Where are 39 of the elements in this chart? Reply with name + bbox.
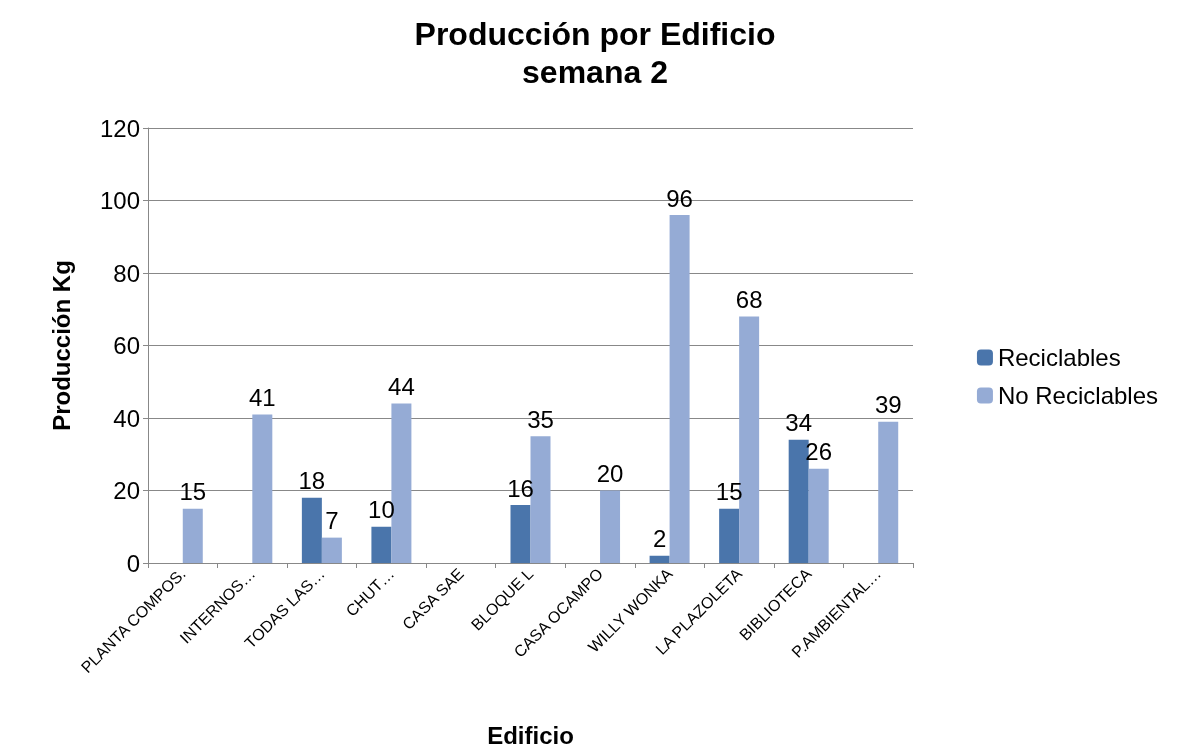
bar bbox=[371, 526, 392, 563]
y-axis-title: Producción Kg bbox=[47, 260, 75, 431]
bar bbox=[808, 468, 829, 563]
data-label: 10 bbox=[368, 496, 395, 524]
data-label: 34 bbox=[785, 409, 813, 437]
y-tick-label: 40 bbox=[113, 404, 140, 432]
data-label: 41 bbox=[248, 383, 276, 411]
bar bbox=[719, 508, 740, 563]
bar bbox=[510, 505, 531, 563]
bar bbox=[301, 497, 322, 563]
legend-label: Reciclables bbox=[997, 344, 1121, 371]
bar bbox=[649, 555, 670, 563]
chart-title: Producción por Edificio semana 2 bbox=[414, 16, 776, 90]
data-label: 35 bbox=[527, 405, 554, 433]
bar bbox=[182, 508, 203, 563]
data-label: 7 bbox=[325, 507, 339, 535]
data-label: 18 bbox=[298, 467, 326, 495]
y-tick-label: 80 bbox=[113, 259, 140, 287]
legend-label: No Reciclables bbox=[997, 382, 1159, 409]
y-tick-label: 0 bbox=[126, 549, 140, 577]
data-label: 96 bbox=[666, 184, 693, 212]
y-tick-label: 120 bbox=[99, 114, 140, 142]
y-tick-label: 20 bbox=[113, 477, 140, 504]
data-label: 20 bbox=[596, 460, 624, 487]
bar bbox=[878, 421, 899, 563]
data-label: 2 bbox=[652, 525, 667, 553]
y-tick-label: 60 bbox=[113, 332, 140, 359]
data-label: 39 bbox=[874, 391, 902, 419]
data-label: 15 bbox=[715, 478, 743, 506]
bar bbox=[321, 537, 342, 563]
data-label: 15 bbox=[179, 478, 207, 506]
x-axis-title: Edificio bbox=[487, 721, 574, 749]
y-tick-label: 100 bbox=[99, 187, 140, 214]
data-label: 16 bbox=[507, 474, 534, 502]
bar bbox=[600, 490, 621, 563]
data-label: 68 bbox=[735, 286, 763, 313]
data-label: 44 bbox=[388, 373, 415, 400]
bar bbox=[252, 414, 273, 563]
bar bbox=[669, 215, 690, 563]
